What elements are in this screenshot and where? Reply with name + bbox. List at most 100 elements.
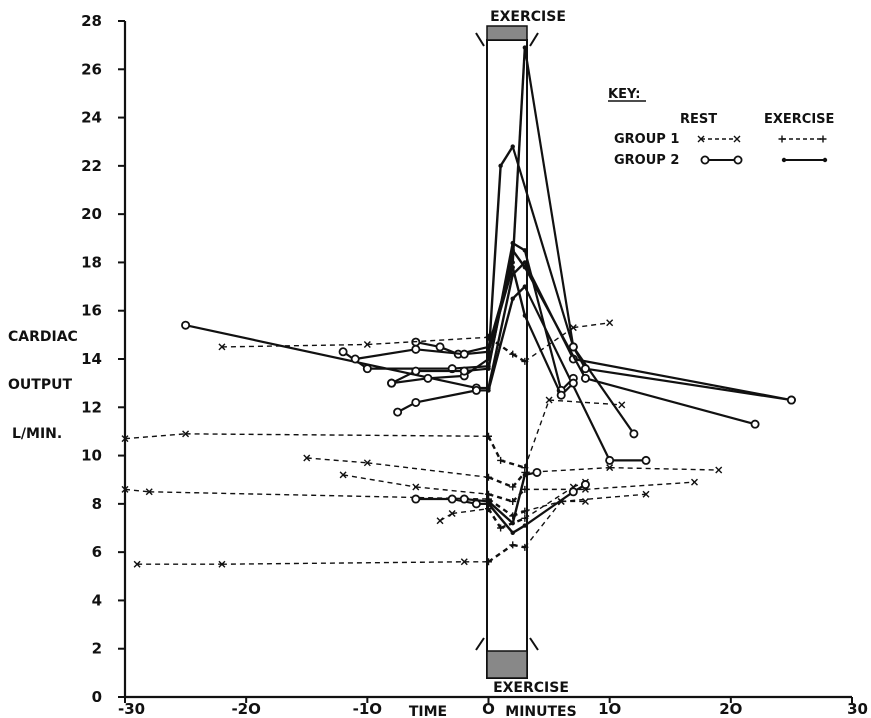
- series-group-1: [218, 319, 614, 365]
- legend-row-group1: GROUP 1: [614, 132, 679, 147]
- data-point: [510, 240, 515, 246]
- data-point: [363, 341, 371, 349]
- series-line: [391, 370, 417, 385]
- x-tick-label: -2O: [231, 700, 260, 718]
- data-point: [697, 135, 705, 143]
- data-point: [522, 313, 528, 318]
- legend: KEY: REST EXERCISE GROUP 1 GROUP 2: [608, 87, 834, 168]
- data-point: [485, 333, 492, 341]
- y-tick-label: 14: [81, 350, 102, 368]
- y-tick-label: 16: [81, 302, 102, 320]
- series-line: [523, 286, 611, 461]
- data-point: [509, 350, 517, 358]
- series-line: [524, 399, 550, 468]
- series-line: [511, 249, 526, 268]
- y-tick-label: 2: [92, 640, 102, 658]
- data-point: [568, 342, 578, 352]
- data-point: [568, 487, 578, 497]
- series-line: [149, 491, 489, 500]
- data-point: [411, 344, 421, 354]
- data-point: [485, 473, 492, 481]
- series-group-1: [436, 478, 589, 532]
- data-point: [521, 514, 529, 522]
- data-point: [733, 155, 743, 165]
- data-point: [497, 524, 505, 532]
- series-line: [511, 266, 527, 316]
- data-point: [486, 366, 491, 371]
- data-point: [580, 364, 590, 374]
- series-group-1: [133, 497, 589, 568]
- series-line: [585, 481, 695, 491]
- data-point: [486, 388, 491, 393]
- legend-col-rest: REST: [680, 112, 717, 127]
- data-point: [629, 429, 639, 439]
- exercise-band-bottom-brackets: [475, 637, 539, 651]
- data-point: [510, 530, 515, 536]
- data-point: [447, 494, 457, 504]
- data-point: [181, 320, 191, 330]
- series-line: [221, 561, 465, 565]
- series-line: [488, 493, 514, 503]
- data-point: [700, 155, 710, 165]
- series-line: [487, 498, 514, 517]
- series-line: [487, 543, 514, 563]
- data-point: [338, 347, 348, 357]
- data-point: [509, 483, 517, 491]
- series-line: [573, 357, 792, 402]
- data-point: [786, 395, 796, 405]
- series-line: [524, 486, 574, 519]
- data-point: [522, 284, 528, 289]
- series-line: [185, 433, 489, 437]
- series-line: [452, 507, 489, 515]
- exercise-band-bottom-hatch: [486, 650, 528, 679]
- series-line: [487, 508, 502, 529]
- series-line: [512, 524, 526, 534]
- series-line: [367, 462, 489, 478]
- series-line: [124, 488, 150, 493]
- series-line: [487, 274, 514, 389]
- y-tick-label: 6: [92, 543, 102, 561]
- series-line: [585, 377, 756, 426]
- series-line: [487, 500, 514, 525]
- data-point: [605, 455, 615, 465]
- data-point: [569, 324, 577, 332]
- data-point: [339, 471, 347, 479]
- series-line: [572, 346, 635, 435]
- exercise-label-bottom: EXERCISE: [493, 680, 569, 696]
- data-point: [435, 342, 445, 352]
- exercise-band-top-brackets: [475, 32, 539, 47]
- data-point: [182, 430, 190, 438]
- y-tick-label: 4: [92, 591, 102, 609]
- data-point: [606, 319, 614, 327]
- series-group-2: [411, 45, 796, 405]
- series-group-1: [121, 396, 626, 472]
- data-point: [510, 265, 515, 270]
- series-line: [523, 47, 575, 348]
- y-tick-label: 12: [81, 398, 102, 416]
- series-group-1: [339, 471, 698, 505]
- data-point: [485, 505, 492, 513]
- series-line: [524, 327, 574, 362]
- data-point: [641, 455, 651, 465]
- data-point: [497, 456, 505, 464]
- y-tick-label: 24: [81, 109, 102, 127]
- data-point: [778, 135, 786, 143]
- series-line: [511, 474, 527, 524]
- y-tick-label: 0: [92, 688, 102, 706]
- series-line: [463, 358, 490, 377]
- series-line: [367, 336, 489, 346]
- series-group-1: [303, 454, 723, 491]
- ylabel-line-2: OUTPUT: [8, 377, 72, 393]
- data-point: [459, 494, 469, 504]
- ylabel-line-1: CARDIAC: [8, 329, 78, 345]
- data-point: [532, 467, 542, 477]
- data-point: [715, 466, 723, 474]
- data-point: [423, 373, 433, 383]
- xlabel-time: TIME: [409, 704, 447, 718]
- series-line: [523, 250, 563, 391]
- data-point: [498, 163, 503, 169]
- data-point: [485, 432, 492, 440]
- x-tick-label: -1O: [353, 700, 382, 718]
- x-tick-label: 1O: [598, 700, 621, 718]
